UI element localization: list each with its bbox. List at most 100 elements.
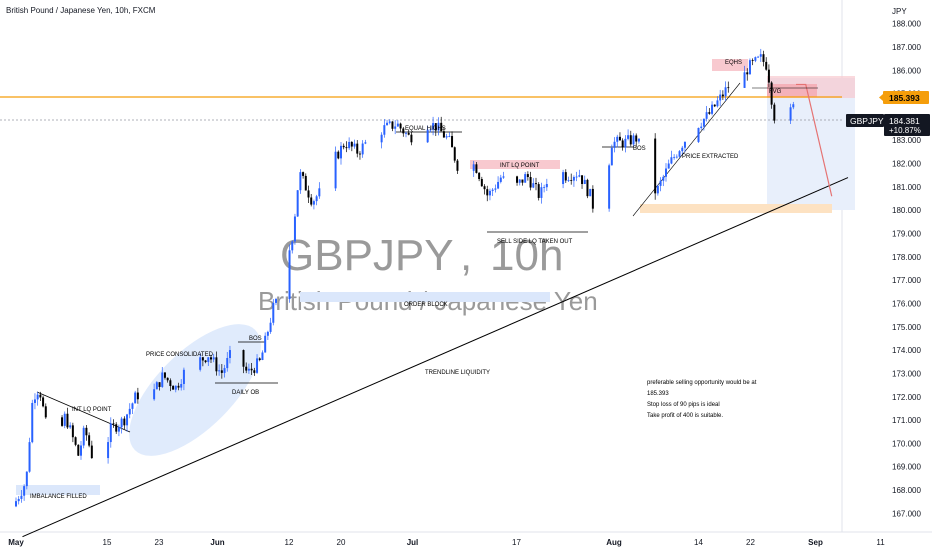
candle-up — [608, 165, 611, 209]
candle-down — [169, 380, 172, 387]
candle-up — [667, 163, 670, 169]
candle-down — [172, 386, 175, 390]
candle-up — [426, 129, 429, 143]
candle-up — [174, 385, 177, 390]
x-tick-label: 11 — [876, 538, 885, 547]
candle-down — [204, 360, 207, 363]
candle-down — [456, 160, 459, 171]
candle-up — [25, 471, 28, 487]
candle-up — [705, 112, 708, 119]
time-axis[interactable]: May 15 23 Jun 12 20 Jul 17 Aug 14 22 Sep 11 — [8, 538, 885, 547]
candle-up — [82, 427, 85, 446]
x-tick-label: Sep — [808, 538, 823, 547]
candle-up — [494, 188, 497, 190]
candle-down — [258, 358, 261, 360]
candle-up — [312, 201, 315, 205]
candle-down — [391, 121, 394, 129]
x-tick-label: Aug — [606, 538, 622, 547]
candle-up — [491, 189, 494, 191]
candle-up — [724, 87, 727, 97]
candle-up — [63, 413, 66, 426]
candle-down — [302, 172, 305, 176]
candle-up — [318, 188, 321, 197]
candle-up — [792, 104, 795, 108]
fvg-zone — [767, 84, 817, 97]
candle-up — [182, 369, 185, 385]
candle-down — [66, 413, 69, 428]
symbol-badge[interactable] — [846, 114, 884, 127]
candle-up — [69, 425, 72, 428]
y-tick-label: 167.000 — [892, 509, 921, 518]
candle-up — [789, 107, 792, 121]
x-tick-label: 15 — [103, 538, 112, 547]
label-order-block: ORDER BLOCK — [404, 302, 448, 308]
candle-up — [497, 181, 500, 189]
symbol-badge-text: GBPJPY — [850, 116, 884, 126]
candle-up — [759, 54, 762, 57]
eqhs-zone — [712, 59, 748, 71]
y-tick-label: 178.000 — [892, 253, 921, 262]
candle-down — [215, 357, 218, 372]
candle-up — [20, 495, 23, 499]
note-line-2: 185.393 — [647, 391, 669, 397]
candle-up — [656, 185, 659, 194]
candle-up — [748, 60, 751, 75]
candle-down — [123, 418, 126, 426]
candle-down — [516, 176, 519, 183]
candle-up — [388, 121, 391, 123]
candle-up — [36, 394, 39, 400]
candle-up — [218, 370, 221, 372]
candle-down — [708, 112, 711, 114]
candle-up — [616, 136, 619, 142]
label-price-consolidated: PRICE CONSOLIDATED — [146, 352, 214, 358]
candle-up — [610, 147, 613, 166]
y-tick-label: 170.000 — [892, 439, 921, 448]
candle-up — [757, 56, 760, 58]
candle-down — [535, 183, 537, 185]
y-tick-label: 182.000 — [892, 160, 921, 169]
candle-up — [348, 141, 351, 149]
candle-down — [721, 94, 724, 97]
candle-down — [399, 123, 402, 129]
candle-up — [296, 190, 299, 217]
x-tick-label: 22 — [746, 538, 755, 547]
candle-down — [410, 134, 413, 143]
label-int-lq-may: INT LQ POINT — [72, 407, 112, 413]
candle-up — [575, 176, 578, 178]
candle-down — [440, 122, 443, 132]
imbalance-zone — [16, 485, 100, 495]
candle-down — [478, 172, 481, 180]
last-price-badge — [884, 114, 930, 136]
candle-down — [407, 132, 410, 135]
candle-up — [432, 123, 435, 130]
candle-up — [545, 184, 548, 188]
candle-up — [518, 179, 521, 183]
candle-up — [429, 129, 432, 131]
candle-down — [751, 60, 754, 62]
candle-down — [39, 394, 42, 398]
candle-down — [356, 143, 359, 154]
candle-up — [665, 168, 667, 177]
candle-down — [483, 186, 486, 190]
candle-down — [635, 135, 638, 142]
label-price-extracted: PRICE EXTRACTED — [682, 154, 739, 160]
candle-up — [223, 368, 226, 373]
candle-down — [773, 104, 776, 121]
candle-up — [80, 445, 82, 456]
candle-up — [540, 187, 543, 198]
candle-down — [337, 151, 340, 159]
candle-down — [442, 131, 445, 138]
note-line-3: Stop loss of 90 pips is ideal — [647, 402, 720, 408]
candle-down — [762, 54, 765, 62]
y-tick-label: 187.000 — [892, 43, 921, 52]
candle-up — [578, 175, 581, 177]
candle-up — [670, 157, 673, 164]
y-tick-label: 188.000 — [892, 20, 921, 29]
candle-up — [488, 190, 491, 196]
candle-up — [700, 126, 703, 128]
label-imbalance: IMBALANCE FILLED — [30, 494, 87, 500]
candle-up — [683, 141, 686, 148]
x-tick-label: Jun — [210, 538, 224, 547]
